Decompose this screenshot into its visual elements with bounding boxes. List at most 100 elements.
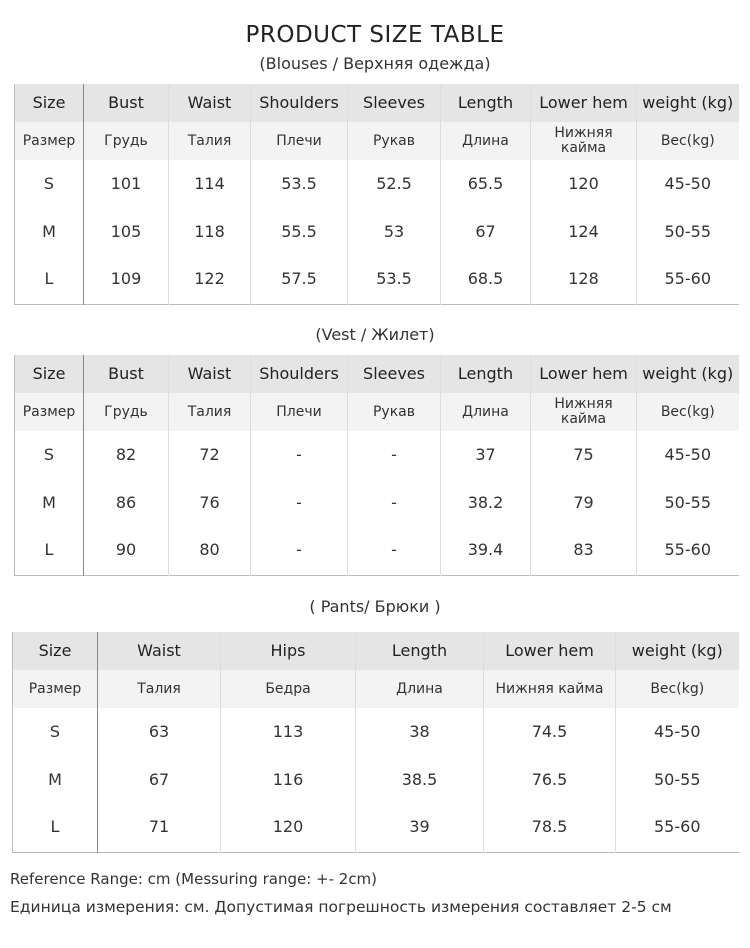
table-cell: Length xyxy=(440,84,531,122)
table-cell: L xyxy=(14,256,84,304)
table-row: M 105 118 55.5 53 67 124 50-55 xyxy=(14,208,739,256)
table-cell: Рукав xyxy=(347,393,441,431)
table-cell: - xyxy=(250,431,348,479)
table-cell: Плечи xyxy=(250,122,348,160)
header-row-en: Size Bust Waist Shoulders Sleeves Length Lower… xyxy=(14,84,739,122)
table-cell: 55-60 xyxy=(615,804,739,852)
table-cell: 76 xyxy=(168,479,251,527)
table-cell: 113 xyxy=(220,708,356,756)
table-cell: Талия xyxy=(168,122,251,160)
table-cell: 45-50 xyxy=(636,160,739,208)
pants-caption: ( Pants/ Брюки ) xyxy=(309,597,441,616)
table-cell: Lower hem xyxy=(483,632,616,670)
table-cell: M xyxy=(12,756,98,804)
table-cell: 68.5 xyxy=(440,256,531,304)
table-cell: 55.5 xyxy=(250,208,348,256)
table-cell: 38.5 xyxy=(355,756,484,804)
table-cell: 52.5 xyxy=(347,160,441,208)
table-cell: 39 xyxy=(355,804,484,852)
table-cell: 37 xyxy=(440,431,531,479)
table-cell: - xyxy=(347,479,441,527)
table-cell: 53 xyxy=(347,208,441,256)
table-cell: S xyxy=(12,708,98,756)
table-cell: Вес(kg) xyxy=(615,670,739,708)
table-cell: weight (kg) xyxy=(615,632,739,670)
table-cell: 55-60 xyxy=(636,527,739,575)
table-cell: Вес(kg) xyxy=(636,122,739,160)
table-cell: 65.5 xyxy=(440,160,531,208)
table-cell: Грудь xyxy=(83,393,169,431)
table-row: S 101 114 53.5 52.5 65.5 120 45-50 xyxy=(14,160,739,208)
table-cell: Shoulders xyxy=(250,355,348,393)
table-cell: Waist xyxy=(168,84,251,122)
table-row: M 67 116 38.5 76.5 50-55 xyxy=(12,756,739,804)
table-cell: 79 xyxy=(530,479,637,527)
table-cell: Sleeves xyxy=(347,84,441,122)
table-cell: 57.5 xyxy=(250,256,348,304)
table-cell: 39.4 xyxy=(440,527,531,575)
table-cell: 38 xyxy=(355,708,484,756)
table-cell: 118 xyxy=(168,208,251,256)
table-cell: Размер xyxy=(14,122,84,160)
table-cell: Waist xyxy=(168,355,251,393)
table-cell: S xyxy=(14,160,84,208)
table-cell: Shoulders xyxy=(250,84,348,122)
table-cell: Длина xyxy=(440,122,531,160)
header-row-ru: Размер Грудь Талия Плечи Рукав Длина Нижняя ка… xyxy=(14,393,739,431)
table-cell: 63 xyxy=(97,708,221,756)
table-cell: 82 xyxy=(83,431,169,479)
table-cell: Вес(kg) xyxy=(636,393,739,431)
table-cell: 55-60 xyxy=(636,256,739,304)
table-cell: 128 xyxy=(530,256,637,304)
table-cell: 78.5 xyxy=(483,804,616,852)
table-cell: Bust xyxy=(83,355,169,393)
table-cell: Рукав xyxy=(347,122,441,160)
table-cell: S xyxy=(14,431,84,479)
table-cell: Lower hem xyxy=(530,84,637,122)
table-cell: 67 xyxy=(440,208,531,256)
table-cell: Нижняя кайма xyxy=(530,122,637,160)
pants-size-table: Size Waist Hips Length Lower hem weight (kg) Р… xyxy=(12,632,739,853)
page-title: PRODUCT SIZE TABLE xyxy=(245,22,505,48)
table-cell: Плечи xyxy=(250,393,348,431)
reference-note: Reference Range: cm (Messuring range: +-… xyxy=(10,870,378,888)
table-cell: Длина xyxy=(440,393,531,431)
table-cell: 105 xyxy=(83,208,169,256)
table-cell: 38.2 xyxy=(440,479,531,527)
table-cell: 71 xyxy=(97,804,221,852)
table-cell: 67 xyxy=(97,756,221,804)
table-row: L 71 120 39 78.5 55-60 xyxy=(12,804,739,852)
table-cell: Нижняя кайма xyxy=(530,393,637,431)
table-cell: Size xyxy=(14,84,84,122)
table-cell: 50-55 xyxy=(615,756,739,804)
table-cell: 114 xyxy=(168,160,251,208)
table-cell: 109 xyxy=(83,256,169,304)
table-cell: Hips xyxy=(220,632,356,670)
table-cell: 116 xyxy=(220,756,356,804)
table-cell: 76.5 xyxy=(483,756,616,804)
table-cell: Нижняя кайма xyxy=(483,670,616,708)
vest-size-table: Size Bust Waist Shoulders Sleeves Length Lower… xyxy=(14,355,739,576)
table-cell: Sleeves xyxy=(347,355,441,393)
table-row: L 109 122 57.5 53.5 68.5 128 55-60 xyxy=(14,256,739,304)
table-row: S 63 113 38 74.5 45-50 xyxy=(12,708,739,756)
table-cell: M xyxy=(14,479,84,527)
table-cell: weight (kg) xyxy=(636,84,739,122)
table-cell: M xyxy=(14,208,84,256)
table-cell: Lower hem xyxy=(530,355,637,393)
vest-caption: (Vest / Жилет) xyxy=(315,325,435,344)
table-cell: - xyxy=(347,527,441,575)
table-cell: L xyxy=(12,804,98,852)
table-cell: Размер xyxy=(12,670,98,708)
blouses-size-table: Size Bust Waist Shoulders Sleeves Length Lower… xyxy=(14,84,739,305)
table-cell: Length xyxy=(355,632,484,670)
table-cell: - xyxy=(347,431,441,479)
table-cell: Length xyxy=(440,355,531,393)
reference-note-ru: Единица измерения: см. Допустимая погреш… xyxy=(10,898,672,916)
table-row: M 86 76- -38.2 79 50-55 xyxy=(14,479,739,527)
blouses-caption: (Blouses / Верхняя одежда) xyxy=(259,54,491,73)
header-row-ru: Размер Талия Бедра Длина Нижняя кайма Вес(kg) xyxy=(12,670,739,708)
table-cell: 53.5 xyxy=(250,160,348,208)
table-cell: 80 xyxy=(168,527,251,575)
table-cell: 50-55 xyxy=(636,208,739,256)
